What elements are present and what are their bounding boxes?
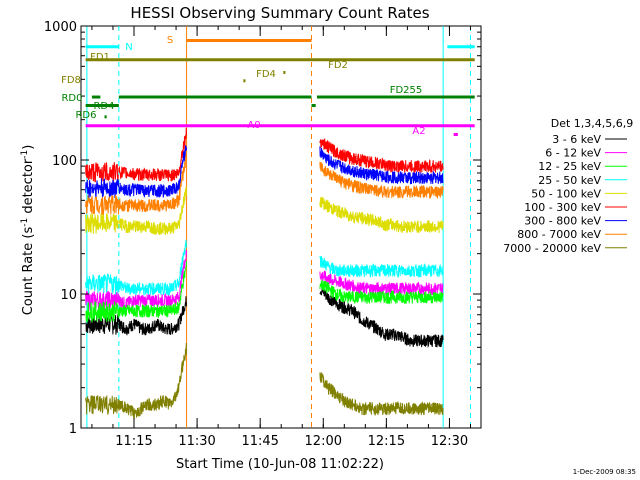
- y-label-sup1: -1: [20, 218, 30, 227]
- legend-entry-label: 50 - 100 keV: [531, 187, 601, 200]
- flag-label: FD2: [328, 60, 348, 71]
- series-trace-post: [319, 138, 444, 174]
- series-trace-early: [85, 213, 120, 234]
- series-100-300keV: [85, 127, 444, 183]
- flag-label: FD255: [390, 85, 423, 96]
- x-tick-label: 11:15: [115, 434, 152, 449]
- flag-label: A2: [412, 126, 425, 137]
- y-tick-label: 100: [52, 154, 77, 169]
- series-trace-pre: [118, 296, 187, 336]
- flag-label: FD1: [90, 52, 110, 63]
- legend-entry-label: 7000 - 20000 keV: [503, 242, 601, 255]
- series-trace-early: [85, 194, 120, 216]
- legend-entry-label: 100 - 300 keV: [524, 201, 601, 214]
- series-trace-post: [319, 286, 444, 349]
- series-trace-early: [85, 394, 120, 415]
- series-trace-pre: [118, 239, 187, 296]
- series-300-800keV: [85, 145, 444, 199]
- series-layer: [85, 127, 444, 420]
- x-tick-label: 12:30: [431, 434, 468, 449]
- legend-entry-label: 12 - 25 keV: [538, 160, 601, 173]
- series-trace-pre: [118, 153, 187, 213]
- series-trace-post: [319, 196, 444, 234]
- series-trace-post: [319, 372, 444, 416]
- legend-entry-label: 800 - 7000 keV: [517, 228, 601, 241]
- flag-label: A0: [247, 120, 260, 131]
- x-tick-label: 11:45: [241, 434, 278, 449]
- flag-label: FD4: [256, 69, 276, 80]
- series-trace-post: [319, 146, 444, 185]
- y-tick-label: 1000: [44, 20, 77, 35]
- y-tick-label: 1: [69, 422, 77, 437]
- series-50-100keV: [85, 186, 444, 235]
- x-axis-label: Start Time (10-Jun-08 11:02:22): [176, 457, 384, 472]
- y-tick-label: 10: [60, 288, 77, 303]
- y-axis-label: Count Rate (s-1 detector-1): [20, 145, 36, 316]
- series-trace-post: [319, 279, 444, 305]
- series-3-6keV: [85, 286, 444, 349]
- series-trace-pre: [118, 186, 187, 235]
- x-tick-label: 12:15: [368, 434, 405, 449]
- series-trace-pre: [118, 342, 187, 420]
- legend-entry-label: 6 - 12 keV: [545, 147, 601, 160]
- y-label-mid: detector: [21, 158, 36, 218]
- flag-label: RD6: [75, 110, 96, 121]
- y-axis: 1 10 100 1000: [44, 20, 481, 437]
- x-tick-label: 11:30: [178, 434, 215, 449]
- flag-label: S: [167, 35, 173, 46]
- series-trace-pre: [118, 127, 187, 182]
- series-7000-20000keV: [85, 342, 444, 420]
- legend-title: Det 1,3,4,5,6,9: [551, 117, 634, 130]
- date-stamp: 1-Dec-2009 08:35: [573, 468, 636, 476]
- y-label-sup2: -1: [20, 150, 30, 159]
- series-trace-pre: [118, 261, 187, 319]
- series-trace-early: [85, 313, 120, 335]
- legend-entry-label: 25 - 50 keV: [538, 174, 601, 187]
- flag-label: RD0: [61, 93, 82, 104]
- x-tick-label: 12:00: [305, 434, 342, 449]
- chart-title: HESSI Observing Summary Count Rates: [130, 4, 429, 22]
- legend-entry-label: 3 - 6 keV: [552, 133, 601, 146]
- flag-label: FD8: [61, 75, 81, 86]
- x-axis: 11:15 11:30 11:45 12:00 12:15 12:30: [91, 26, 471, 449]
- series-trace-post: [319, 255, 444, 279]
- series-trace-pre: [118, 250, 187, 310]
- series-trace-early: [85, 162, 120, 183]
- series-trace-post: [319, 161, 444, 199]
- series-trace-early: [85, 178, 120, 199]
- series-800-7000keV: [85, 153, 444, 216]
- flag-label: N: [125, 42, 132, 53]
- series-25-50keV: [85, 239, 444, 296]
- y-label-end: ): [21, 145, 36, 150]
- series-trace-early: [85, 301, 120, 323]
- series-12-25keV: [85, 261, 444, 323]
- y-label-main: Count Rate (s: [21, 227, 36, 316]
- legend-entry-label: 300 - 800 keV: [524, 215, 601, 228]
- series-trace-pre: [118, 145, 187, 199]
- flag-label: RD4: [93, 101, 114, 112]
- series-trace-early: [85, 273, 120, 295]
